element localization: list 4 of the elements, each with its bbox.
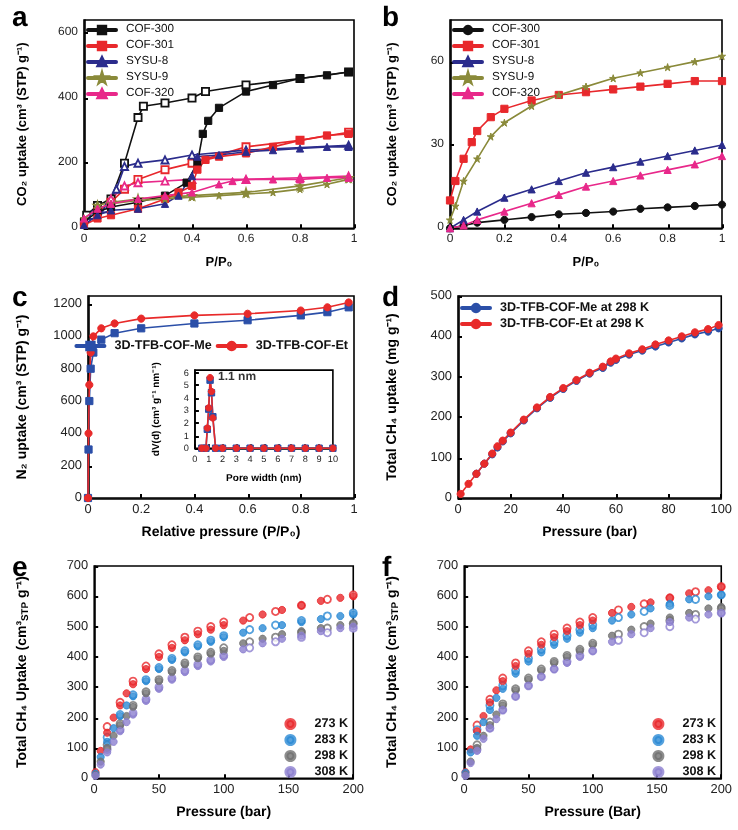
chart-title: c (12, 280, 28, 312)
chart-title: d (382, 280, 400, 312)
chart-title: a (12, 0, 28, 32)
chart-title: b (382, 0, 400, 32)
